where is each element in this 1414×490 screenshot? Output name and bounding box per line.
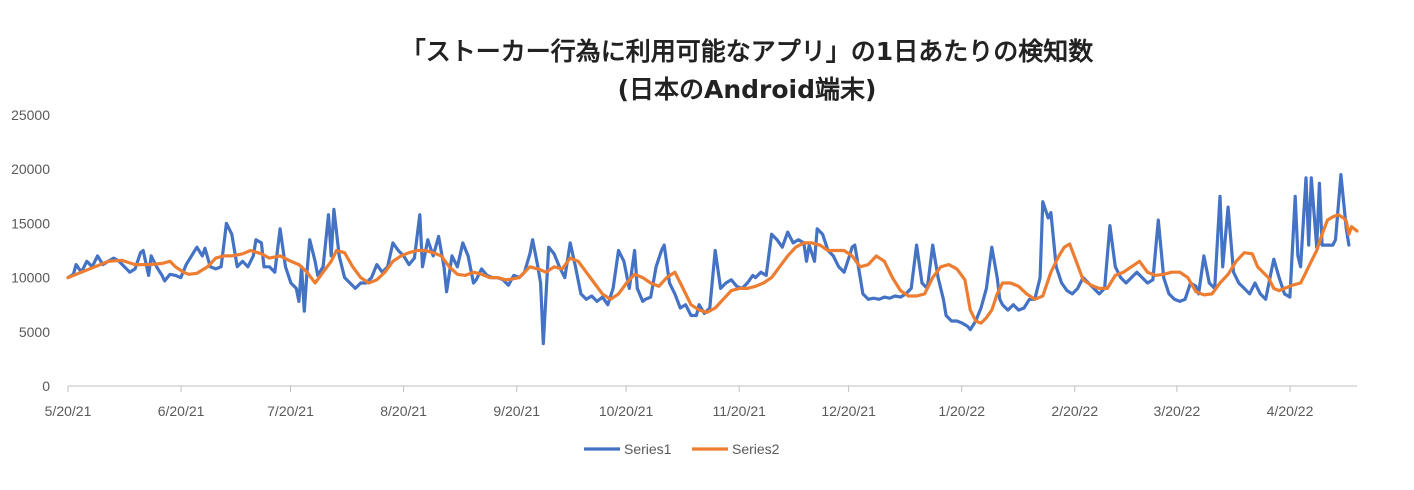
x-tick-label: 8/20/21 <box>380 403 427 419</box>
x-tick-label: 2/20/22 <box>1051 403 1098 419</box>
x-tick-label: 1/20/22 <box>938 403 985 419</box>
y-tick-label: 20000 <box>11 161 50 177</box>
y-tick-label: 25000 <box>11 107 50 123</box>
y-tick-label: 15000 <box>11 215 50 231</box>
x-tick-label: 10/20/21 <box>599 403 654 419</box>
x-tick-label: 5/20/21 <box>45 403 92 419</box>
legend-label-series1: Series1 <box>624 441 672 457</box>
chart-subtitle: (日本のAndroid端末) <box>617 75 877 104</box>
x-tick-label: 12/20/21 <box>821 403 876 419</box>
x-tick-label: 6/20/21 <box>158 403 205 419</box>
series-line-series1 <box>66 173 1351 346</box>
chart-title: 「ストーカー行為に利用可能なアプリ」の1日あたりの検知数 <box>400 37 1094 66</box>
y-tick-label: 0 <box>42 378 50 394</box>
series-line-series2 <box>66 213 1359 325</box>
x-tick-label: 9/20/21 <box>493 403 540 419</box>
x-tick-label: 3/20/22 <box>1154 403 1201 419</box>
y-tick-label: 5000 <box>19 324 50 340</box>
y-tick-label: 10000 <box>11 270 50 286</box>
x-tick-label: 4/20/22 <box>1267 403 1314 419</box>
x-tick-label: 11/20/21 <box>712 403 766 419</box>
legend-label-series2: Series2 <box>732 441 780 457</box>
x-tick-label: 7/20/21 <box>267 403 314 419</box>
